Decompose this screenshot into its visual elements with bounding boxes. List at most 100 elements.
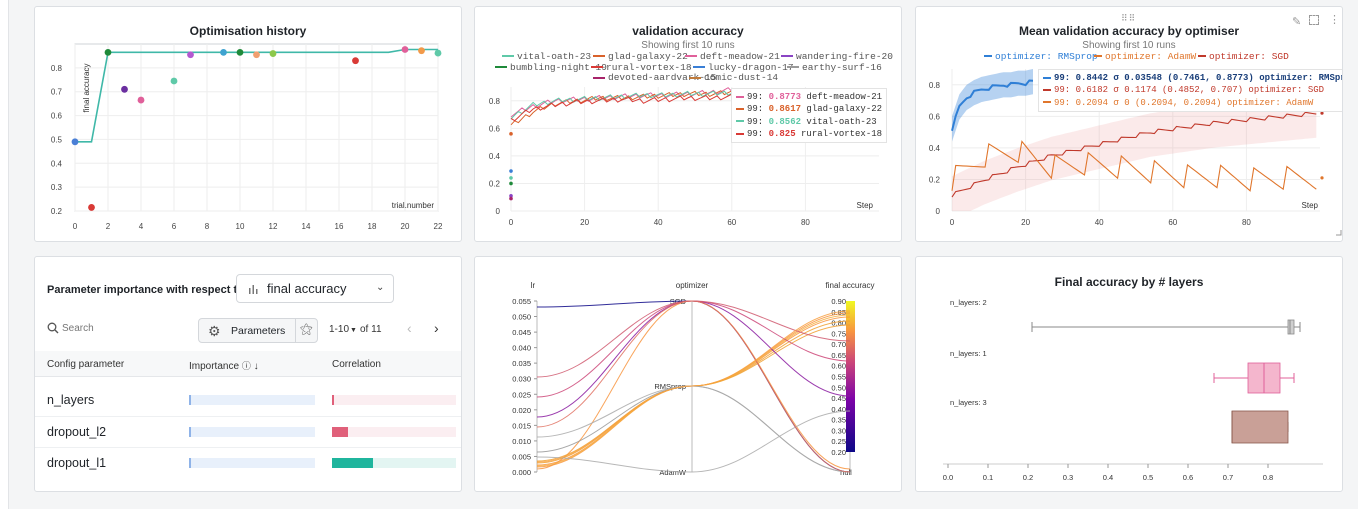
edit-icon[interactable]: ✎ — [1292, 16, 1302, 28]
param-importance-title: Parameter importance with respect to — [47, 284, 244, 296]
legend-swatch — [1094, 55, 1102, 58]
start-point — [509, 194, 513, 198]
box — [1231, 410, 1289, 444]
legend-item[interactable]: glad-galaxy-22 — [593, 51, 688, 62]
y-tick-label: 0.4 — [51, 159, 63, 168]
legend-item[interactable]: optimizer: RMSprop — [984, 51, 1098, 62]
null-label: null — [840, 468, 852, 477]
lr-tick-label: 0.000 — [512, 468, 531, 477]
legend-item[interactable]: bumbling-night-19 — [495, 62, 607, 73]
lr-tick-label: 0.020 — [512, 406, 531, 415]
tooltip-swatch — [1043, 76, 1051, 79]
optimisation-history-panel: Optimisation history 0.8 0.7 0.6 0.5 0.4 0.3 0… — [34, 6, 462, 242]
pager-range-select[interactable]: 1-10▼ — [329, 324, 357, 335]
lr-tick-label: 0.035 — [512, 359, 531, 368]
lr-tick-label: 0.015 — [512, 421, 531, 430]
axis-title: optimizer — [676, 281, 709, 290]
run-line — [536, 312, 851, 468]
start-point — [509, 181, 513, 186]
x-tick-label: 80 — [1242, 218, 1251, 227]
legend-item[interactable]: rural-vortex-18 — [591, 62, 692, 73]
accuracy-tick-label: 0.25 — [831, 437, 846, 446]
x-tick-label: 0 — [73, 222, 78, 231]
tooltip-swatch — [736, 107, 744, 110]
x-tick-label: 40 — [1095, 218, 1104, 227]
x-tick-label: 0.1 — [983, 473, 993, 482]
legend-item[interactable]: comic-dust-14 — [689, 72, 778, 83]
x-tick-label: 60 — [1168, 218, 1177, 227]
table-row[interactable]: dropout_l2 — [35, 416, 461, 447]
caret-down-icon: ▼ — [350, 327, 357, 334]
x-tick-label: 16 — [335, 222, 344, 231]
x-tick-label: 14 — [302, 222, 311, 231]
tooltip-swatch — [1043, 101, 1051, 104]
x-tick-label: 10 — [236, 222, 245, 231]
x-tick-label: 0.0 — [943, 473, 953, 482]
lr-tick-label: 0.055 — [512, 297, 531, 306]
accuracy-tick-label: 0.45 — [831, 394, 846, 403]
lr-tick-label: 0.010 — [512, 437, 531, 446]
run-line — [536, 314, 851, 467]
drag-handle-icon[interactable]: ⠿⠿ — [1121, 13, 1137, 23]
series-line — [951, 79, 1034, 132]
legend-label: earthy-surf-16 — [802, 61, 882, 73]
legend-item[interactable]: deft-meadow-21 — [685, 51, 780, 62]
x-tick-label: 0 — [509, 218, 514, 227]
trial-point — [434, 49, 442, 57]
tooltip-value: 0.8617 — [768, 104, 807, 115]
table-row[interactable]: dropout_l1 — [35, 447, 461, 478]
table-row[interactable]: n_layers — [35, 385, 461, 416]
fullscreen-icon[interactable] — [1309, 15, 1319, 25]
panel-title: Optimisation history — [189, 24, 307, 38]
param-name: n_layers — [47, 393, 95, 407]
x-axis-label: trial.number — [392, 201, 435, 210]
magic-wand-button[interactable]: ⚝ — [295, 318, 318, 343]
tooltip-text: 99: 0.2094 σ 0 (0.2094, 0.2094) optimize… — [1054, 97, 1314, 108]
trial-point — [170, 77, 178, 85]
importance-bar — [189, 427, 315, 437]
importance-bar — [189, 458, 315, 468]
parameters-button[interactable]: ⚙ Parameters — [198, 318, 318, 343]
legend-item[interactable]: wandering-fire-20 — [781, 51, 893, 62]
x-tick-label: 0.4 — [1103, 473, 1113, 482]
panel-title: Mean validation accuracy by optimiser — [1018, 24, 1240, 38]
trial-point — [104, 48, 112, 56]
x-axis-label: Step — [857, 201, 874, 210]
legend-label: optimizer: AdamW — [1105, 51, 1197, 62]
panel-title: Final accuracy by # layers — [1054, 275, 1204, 289]
tooltip-swatch — [736, 120, 744, 123]
chart-legend: vital-oath-23 glad-galaxy-22 deft-meadow-2… — [475, 51, 901, 83]
parallel-coordinates-chart: lr optimizer final accuracy 0.055 0.050 0.045… — [512, 281, 874, 477]
next-page-icon[interactable]: › — [434, 320, 439, 336]
legend-item[interactable]: devoted-aardvark-15 — [593, 72, 716, 83]
correlation-fill — [332, 395, 335, 405]
run-line — [536, 385, 851, 473]
search-field[interactable]: Search — [47, 321, 197, 339]
legend-item[interactable]: vital-oath-23 — [502, 51, 591, 62]
accuracy-tick-label: 0.40 — [831, 405, 846, 414]
legend-swatch — [591, 66, 603, 69]
legend-label: optimizer: RMSprop — [995, 51, 1098, 62]
parallel-coordinates-panel: lr optimizer final accuracy 0.055 0.050 0.045… — [474, 256, 902, 492]
validation-accuracy-panel: validation accuracy Showing first 10 run… — [474, 6, 902, 242]
tooltip-row: 99: 0.8773 deft-meadow-21 — [736, 91, 882, 103]
x-tick-label: 20 — [1021, 218, 1030, 227]
metric-select[interactable]: final accuracy ⌄ — [236, 274, 394, 303]
x-tick-label: 12 — [269, 222, 278, 231]
y-tick-label: 0.5 — [51, 135, 63, 144]
run-line — [536, 300, 851, 418]
legend-item[interactable]: optimizer: SGD — [1198, 51, 1289, 62]
legend-item[interactable]: earthy-surf-16 — [787, 62, 882, 73]
col-importance[interactable]: Importance ⓘ ↓ — [189, 359, 259, 372]
tooltip-value: 0.8773 — [768, 92, 807, 102]
prev-page-icon[interactable]: ‹ — [407, 320, 412, 336]
tooltip-row: 99: 0.2094 σ 0 (0.2094, 0.2094) optimize… — [1043, 97, 1342, 109]
accuracy-tick-label: 0.30 — [831, 426, 846, 435]
legend-item[interactable]: optimizer: AdamW — [1094, 51, 1196, 62]
legend-label: vital-oath-23 — [517, 51, 592, 62]
more-options-icon[interactable]: ⋮ — [1329, 14, 1340, 26]
group-label: n_layers: 1 — [950, 349, 987, 358]
y-axis-label: final accuracy — [82, 64, 91, 113]
legend-item[interactable]: lucky-dragon-17 — [693, 62, 794, 73]
group-label: n_layers: 3 — [950, 398, 987, 407]
